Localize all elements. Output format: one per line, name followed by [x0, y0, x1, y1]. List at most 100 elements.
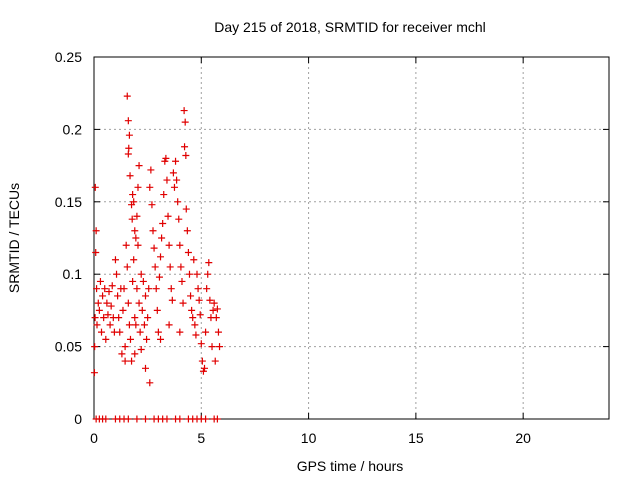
- y-tick-label: 0.25: [55, 49, 82, 65]
- data-point: [211, 357, 219, 365]
- data-point: [214, 328, 222, 336]
- data-point: [165, 241, 173, 249]
- data-point: [137, 270, 145, 278]
- data-point: [162, 154, 170, 162]
- data-point: [163, 176, 171, 184]
- x-tick-label: 20: [515, 430, 531, 446]
- data-point: [125, 131, 133, 139]
- data-point: [91, 183, 99, 191]
- data-point: [135, 299, 143, 307]
- data-point: [151, 263, 159, 271]
- data-point: [208, 343, 216, 351]
- data-point: [95, 306, 103, 314]
- data-point: [177, 263, 185, 271]
- data-point: [213, 305, 221, 313]
- data-point: [155, 273, 163, 281]
- data-point: [148, 201, 156, 209]
- data-point: [133, 212, 141, 220]
- data-point: [189, 314, 197, 322]
- data-point: [100, 314, 108, 322]
- grid-lines: [94, 57, 609, 419]
- data-point: [133, 285, 141, 293]
- data-point: [139, 277, 147, 285]
- data-point: [101, 285, 109, 293]
- data-point: [201, 364, 209, 372]
- data-point: [182, 151, 190, 159]
- y-tick-label: 0.2: [63, 121, 83, 137]
- data-point: [140, 321, 148, 329]
- y-tick-label: 0: [74, 411, 82, 427]
- data-point: [137, 345, 145, 353]
- y-axis-label: SRMTID / TECUs: [6, 183, 22, 293]
- data-point: [142, 364, 149, 372]
- data-point: [210, 299, 218, 307]
- data-point: [150, 244, 158, 252]
- data-point: [138, 306, 146, 314]
- data-point: [105, 288, 113, 296]
- data-point: [90, 369, 98, 377]
- data-point: [116, 328, 124, 336]
- plot-frame: [93, 56, 610, 420]
- data-point: [180, 107, 188, 115]
- data-point: [142, 415, 149, 423]
- data-point: [157, 253, 165, 261]
- data-point: [126, 335, 134, 343]
- data-point: [134, 183, 142, 191]
- data-point: [152, 285, 160, 293]
- data-point: [181, 143, 189, 151]
- data-point: [204, 270, 212, 278]
- data-point: [106, 321, 114, 329]
- data-point: [94, 299, 102, 307]
- data-point: [102, 415, 110, 423]
- data-point: [168, 296, 176, 304]
- y-tick-label: 0.15: [55, 194, 82, 210]
- data-point: [103, 299, 111, 307]
- data-point: [147, 166, 155, 174]
- data-point: [99, 292, 107, 300]
- data-point: [176, 328, 184, 336]
- data-point: [92, 227, 100, 235]
- data-point: [123, 92, 131, 100]
- data-point: [136, 328, 144, 336]
- x-tick-label: 15: [408, 430, 424, 446]
- y-tick-label: 0.1: [63, 266, 83, 282]
- data-point: [202, 328, 210, 336]
- data-point: [128, 215, 136, 223]
- data-point: [194, 285, 202, 293]
- data-point: [131, 350, 139, 358]
- data-point: [154, 328, 162, 336]
- data-point: [145, 285, 153, 293]
- data-point: [135, 162, 143, 170]
- data-point: [176, 241, 184, 249]
- data-point: [122, 241, 130, 249]
- data-point: [124, 117, 132, 125]
- data-point: [149, 227, 157, 235]
- data-point: [188, 306, 196, 314]
- x-tick-label: 10: [301, 430, 317, 446]
- data-point: [93, 321, 101, 329]
- data-point: [120, 285, 128, 293]
- data-point: [159, 220, 167, 228]
- x-tick-label: 0: [90, 430, 98, 446]
- data-point: [184, 248, 192, 256]
- data-point: [183, 227, 191, 235]
- data-point: [196, 311, 204, 319]
- data-point: [142, 292, 149, 300]
- data-point: [129, 191, 137, 199]
- data-point: [174, 198, 182, 206]
- data-point: [181, 118, 189, 126]
- data-point: [198, 357, 206, 365]
- x-tick-label: 5: [197, 430, 205, 446]
- data-point: [113, 270, 121, 278]
- data-point: [175, 215, 183, 223]
- data-point: [187, 292, 195, 300]
- data-point: [92, 248, 100, 256]
- data-point: [216, 343, 224, 351]
- data-point: [131, 227, 139, 235]
- data-point: [134, 241, 142, 249]
- data-point: [129, 277, 137, 285]
- data-point: [212, 314, 220, 322]
- data-point: [125, 321, 133, 329]
- data-point: [144, 314, 152, 322]
